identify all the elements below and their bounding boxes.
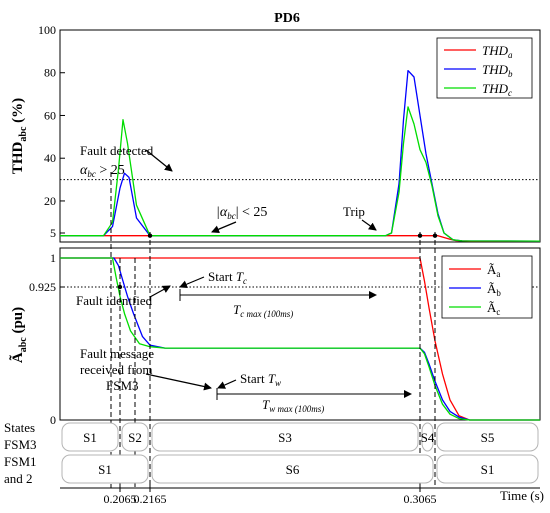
- fault-detected-label: Fault detected: [80, 143, 154, 158]
- fsm3-state-label: S4: [421, 430, 435, 445]
- tw-max-label: Tw max (100ms): [262, 397, 324, 414]
- fsm12-states: S1 S6 S1: [61, 454, 539, 484]
- below-threshold-label: |αbc| < 25: [216, 205, 267, 221]
- fsm12-state-box: [151, 454, 434, 484]
- event-markers: [110, 172, 438, 488]
- current-y-tick-label: 0.925: [29, 280, 56, 294]
- fault-message-line2: received from: [80, 362, 153, 377]
- start-tw-label: Start Tw: [240, 371, 281, 388]
- fault-detected-arrow: [145, 149, 173, 172]
- fsm3-state-box: [421, 422, 434, 452]
- fsm3-state-label: S5: [481, 430, 495, 445]
- current-plot-frame: [59, 247, 541, 421]
- fsm12-label-line1: FSM1: [4, 454, 37, 469]
- thd-y-tick-label: 60: [44, 108, 56, 122]
- fault-message-line1: Fault message: [80, 346, 154, 361]
- thd-y-tick-label: 20: [44, 194, 56, 208]
- fsm12-state-box: [436, 454, 539, 484]
- fsm12-state-label: S1: [98, 462, 112, 477]
- fsm3-state-box: [61, 422, 119, 452]
- current-panel: 0 0.925 1 Ãabc (pu) Ãa Ãb Ãc Start Tc Faul…: [8, 247, 541, 427]
- start-tc-arrow: [179, 276, 205, 288]
- fault-identified-label: Fault identfied: [76, 293, 153, 308]
- x-tick-label: 0.3065: [404, 492, 437, 506]
- fault-identified-arrow: [149, 285, 171, 298]
- current-legend-box: [441, 255, 533, 319]
- thd-series-thd-c: [60, 106, 541, 242]
- current-legend: Ãa Ãb Ãc: [441, 255, 533, 319]
- fsm3-state-box: [121, 422, 149, 452]
- thd-y-tick-label: 100: [38, 23, 56, 37]
- fsm3-label-line2: FSM3: [4, 437, 37, 452]
- current-series: [60, 257, 540, 421]
- thd-legend: THDa THDb THDc: [436, 37, 533, 99]
- fsm3-state-box: [436, 422, 539, 452]
- current-y-axis-label: Ãabc (pu): [8, 307, 29, 363]
- thd-y-ticks: 5 20 40 60 80 100: [38, 23, 540, 240]
- state-rows: States FSM3 FSM1 and 2 S1 S2 S3 S4 S5 S1 S6 S1: [4, 420, 539, 486]
- x-tick-label: 0.2165: [134, 492, 167, 506]
- thd-legend-label-c: THDc: [482, 81, 512, 98]
- thd-legend-label-a: THDa: [482, 43, 513, 60]
- thd-panel: 5 20 40 60 80 100 THDabc (%) THDa THDb THDc F…: [10, 23, 541, 243]
- start-tw-arrow: [217, 379, 237, 389]
- fsm3-label-line1: States: [4, 420, 35, 435]
- current-legend-label-b: Ãb: [487, 281, 501, 298]
- fsm3-state-label: S1: [83, 430, 97, 445]
- current-series--c: [60, 257, 540, 421]
- thd-y-tick-label: 5: [50, 226, 56, 240]
- fsm3-state-box: [151, 422, 419, 452]
- fault-message-arrow: [145, 373, 212, 391]
- below-threshold-arrow: [211, 221, 237, 233]
- fsm3-state-label: S3: [278, 430, 292, 445]
- x-tick-label: 0.2065: [104, 492, 137, 506]
- fsm12-state-label: S1: [481, 462, 495, 477]
- fsm3-states: S1 S2 S3 S4 S5: [61, 422, 539, 452]
- thd-series: [60, 69, 541, 242]
- thd-plot-frame: [59, 29, 541, 243]
- thd-legend-label-b: THDb: [482, 62, 513, 79]
- current-y-tick-label: 1: [50, 251, 56, 265]
- fsm12-label-line2: and 2: [4, 471, 33, 486]
- trip-arrow: [361, 219, 377, 231]
- current-legend-label-a: Ãa: [487, 262, 500, 279]
- start-tc-label: Start Tc: [208, 269, 247, 286]
- thd-y-tick-label: 40: [44, 151, 56, 165]
- marker-start-tc: [117, 284, 123, 290]
- tc-max-label: Tc max (100ms): [233, 302, 293, 319]
- fault-message-line3: FSM3: [106, 378, 139, 393]
- marker-below-threshold: [147, 233, 153, 238]
- current-legend-label-c: Ãc: [487, 300, 500, 317]
- trip-label: Trip: [343, 204, 365, 219]
- chart-title: PD6: [274, 11, 300, 26]
- current-series--a: [60, 257, 540, 421]
- marker-trip-end: [432, 233, 438, 238]
- x-axis-title: Time (s): [500, 488, 544, 503]
- thd-y-tick-label: 80: [44, 66, 56, 80]
- fsm3-state-label: S2: [128, 430, 142, 445]
- fault-detected-condition: αbc > 25: [80, 163, 125, 179]
- fsm12-state-box: [61, 454, 149, 484]
- fsm12-state-label: S6: [286, 462, 300, 477]
- current-y-tick-label: 0: [50, 413, 56, 427]
- thd-y-axis-label: THDabc (%): [10, 98, 29, 174]
- marker-trip: [417, 233, 423, 238]
